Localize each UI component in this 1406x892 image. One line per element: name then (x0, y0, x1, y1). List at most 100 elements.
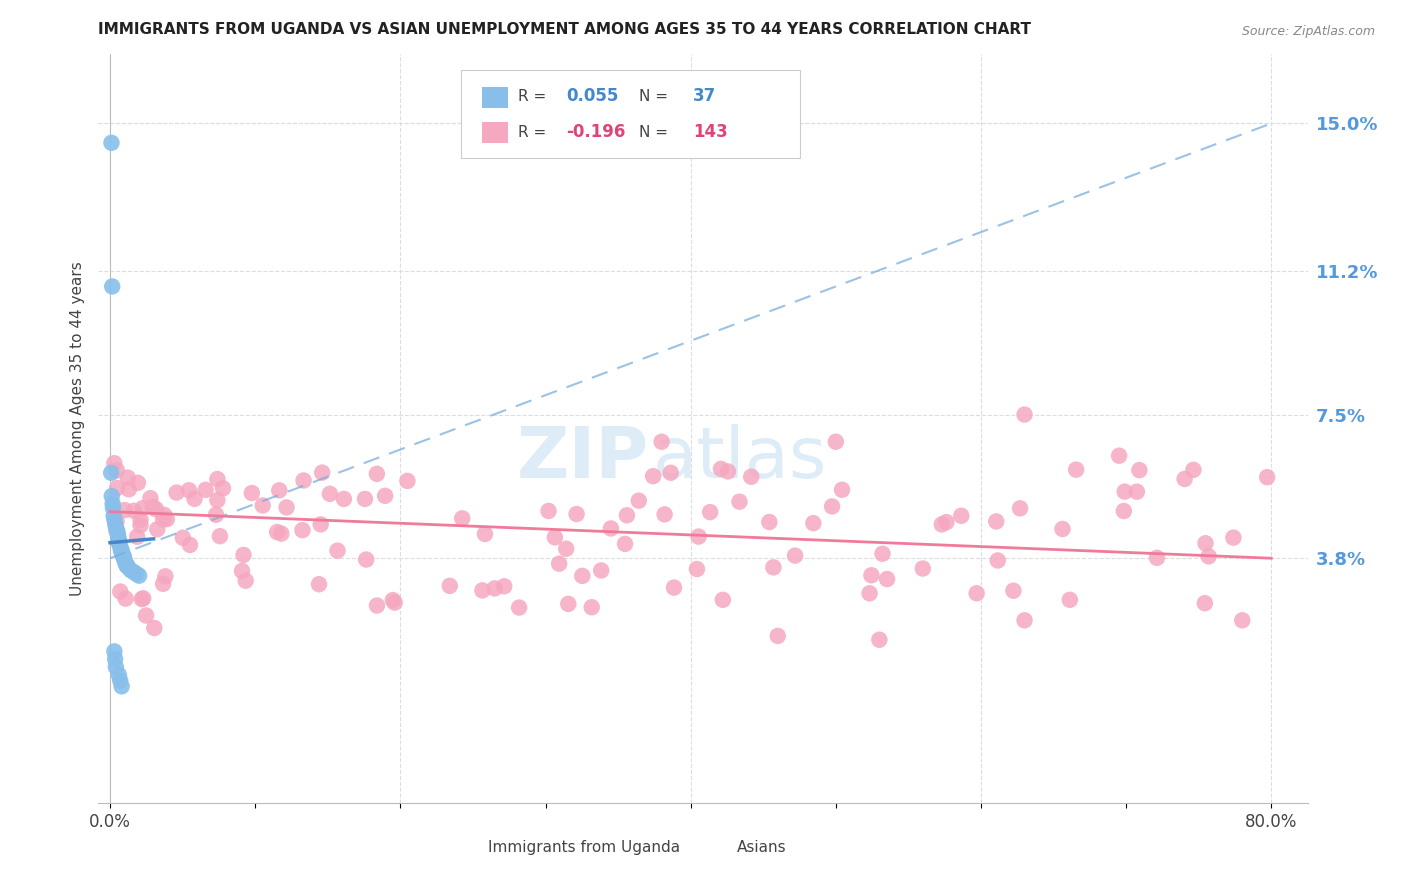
Point (740, 469, 762, 483)
Point (194, 483, 217, 497)
Point (1174, 472, 1197, 486)
Point (107, 528, 129, 542)
Point (860, 568, 883, 582)
Point (831, 483, 853, 497)
Point (439, 579, 461, 593)
Point (266, 524, 288, 539)
Point (1194, 536, 1216, 550)
Point (101, 279, 124, 293)
FancyBboxPatch shape (482, 87, 509, 108)
Point (118, 483, 141, 497)
Point (1182, 463, 1205, 477)
Point (717, 465, 740, 479)
Text: Asians: Asians (737, 839, 786, 855)
Point (101, 500, 124, 515)
Point (950, 508, 973, 523)
Point (111, 679, 134, 693)
Point (139, 491, 162, 506)
Point (1014, 408, 1036, 422)
Point (252, 499, 274, 513)
Point (105, 524, 128, 538)
Point (100, 489, 122, 503)
Point (484, 582, 506, 596)
Point (319, 487, 342, 501)
Point (931, 517, 953, 532)
Point (146, 522, 169, 536)
Point (115, 557, 138, 571)
Point (103, 644, 125, 658)
Point (1059, 592, 1081, 607)
Point (122, 504, 145, 518)
Point (179, 538, 201, 552)
Point (207, 472, 229, 486)
Point (354, 552, 377, 566)
Point (105, 481, 128, 495)
Point (557, 597, 579, 611)
Point (103, 508, 125, 523)
Point (104, 520, 127, 534)
Text: Immigrants from Uganda: Immigrants from Uganda (488, 839, 681, 855)
Point (384, 596, 406, 610)
Point (1064, 463, 1087, 477)
Point (1232, 613, 1254, 627)
Point (103, 456, 125, 470)
Point (686, 562, 709, 576)
Point (100, 466, 122, 480)
Point (232, 548, 254, 562)
Point (143, 621, 166, 635)
Point (127, 530, 149, 544)
Point (565, 507, 588, 521)
Point (821, 500, 844, 514)
Point (112, 549, 135, 564)
Point (627, 493, 650, 508)
Point (711, 592, 734, 607)
Point (544, 530, 567, 544)
Point (571, 569, 593, 583)
Point (156, 512, 179, 526)
Point (112, 549, 135, 564)
Text: Source: ZipAtlas.com: Source: ZipAtlas.com (1241, 25, 1375, 38)
Point (145, 502, 167, 516)
Point (728, 494, 751, 508)
Point (207, 493, 229, 508)
Point (1108, 449, 1130, 463)
Point (537, 504, 560, 518)
Point (801, 516, 824, 530)
Point (374, 489, 396, 503)
Point (616, 508, 638, 523)
Point (643, 469, 665, 483)
Point (276, 500, 298, 515)
Point (766, 629, 789, 643)
Point (107, 532, 129, 546)
Point (599, 521, 621, 535)
Point (131, 501, 153, 516)
Text: atlas: atlas (652, 424, 827, 492)
Point (333, 491, 356, 506)
Point (108, 540, 131, 554)
Text: 0.055: 0.055 (567, 87, 619, 105)
Text: 37: 37 (693, 87, 717, 105)
Point (1114, 484, 1136, 499)
Point (659, 466, 682, 480)
Text: N =: N = (638, 88, 668, 103)
Point (309, 517, 332, 532)
Point (688, 530, 710, 544)
FancyBboxPatch shape (461, 70, 800, 159)
Point (581, 600, 603, 615)
Point (269, 483, 291, 498)
Point (868, 632, 890, 647)
Point (101, 497, 124, 511)
Point (122, 565, 145, 579)
Point (824, 434, 846, 449)
Point (104, 516, 127, 531)
Point (105, 524, 128, 538)
FancyBboxPatch shape (456, 838, 482, 856)
Point (166, 485, 188, 500)
Point (1052, 522, 1074, 536)
Point (108, 535, 131, 549)
FancyBboxPatch shape (482, 122, 509, 144)
Point (117, 559, 139, 574)
Point (354, 491, 377, 506)
Point (381, 593, 404, 607)
Text: R =: R = (517, 125, 547, 140)
